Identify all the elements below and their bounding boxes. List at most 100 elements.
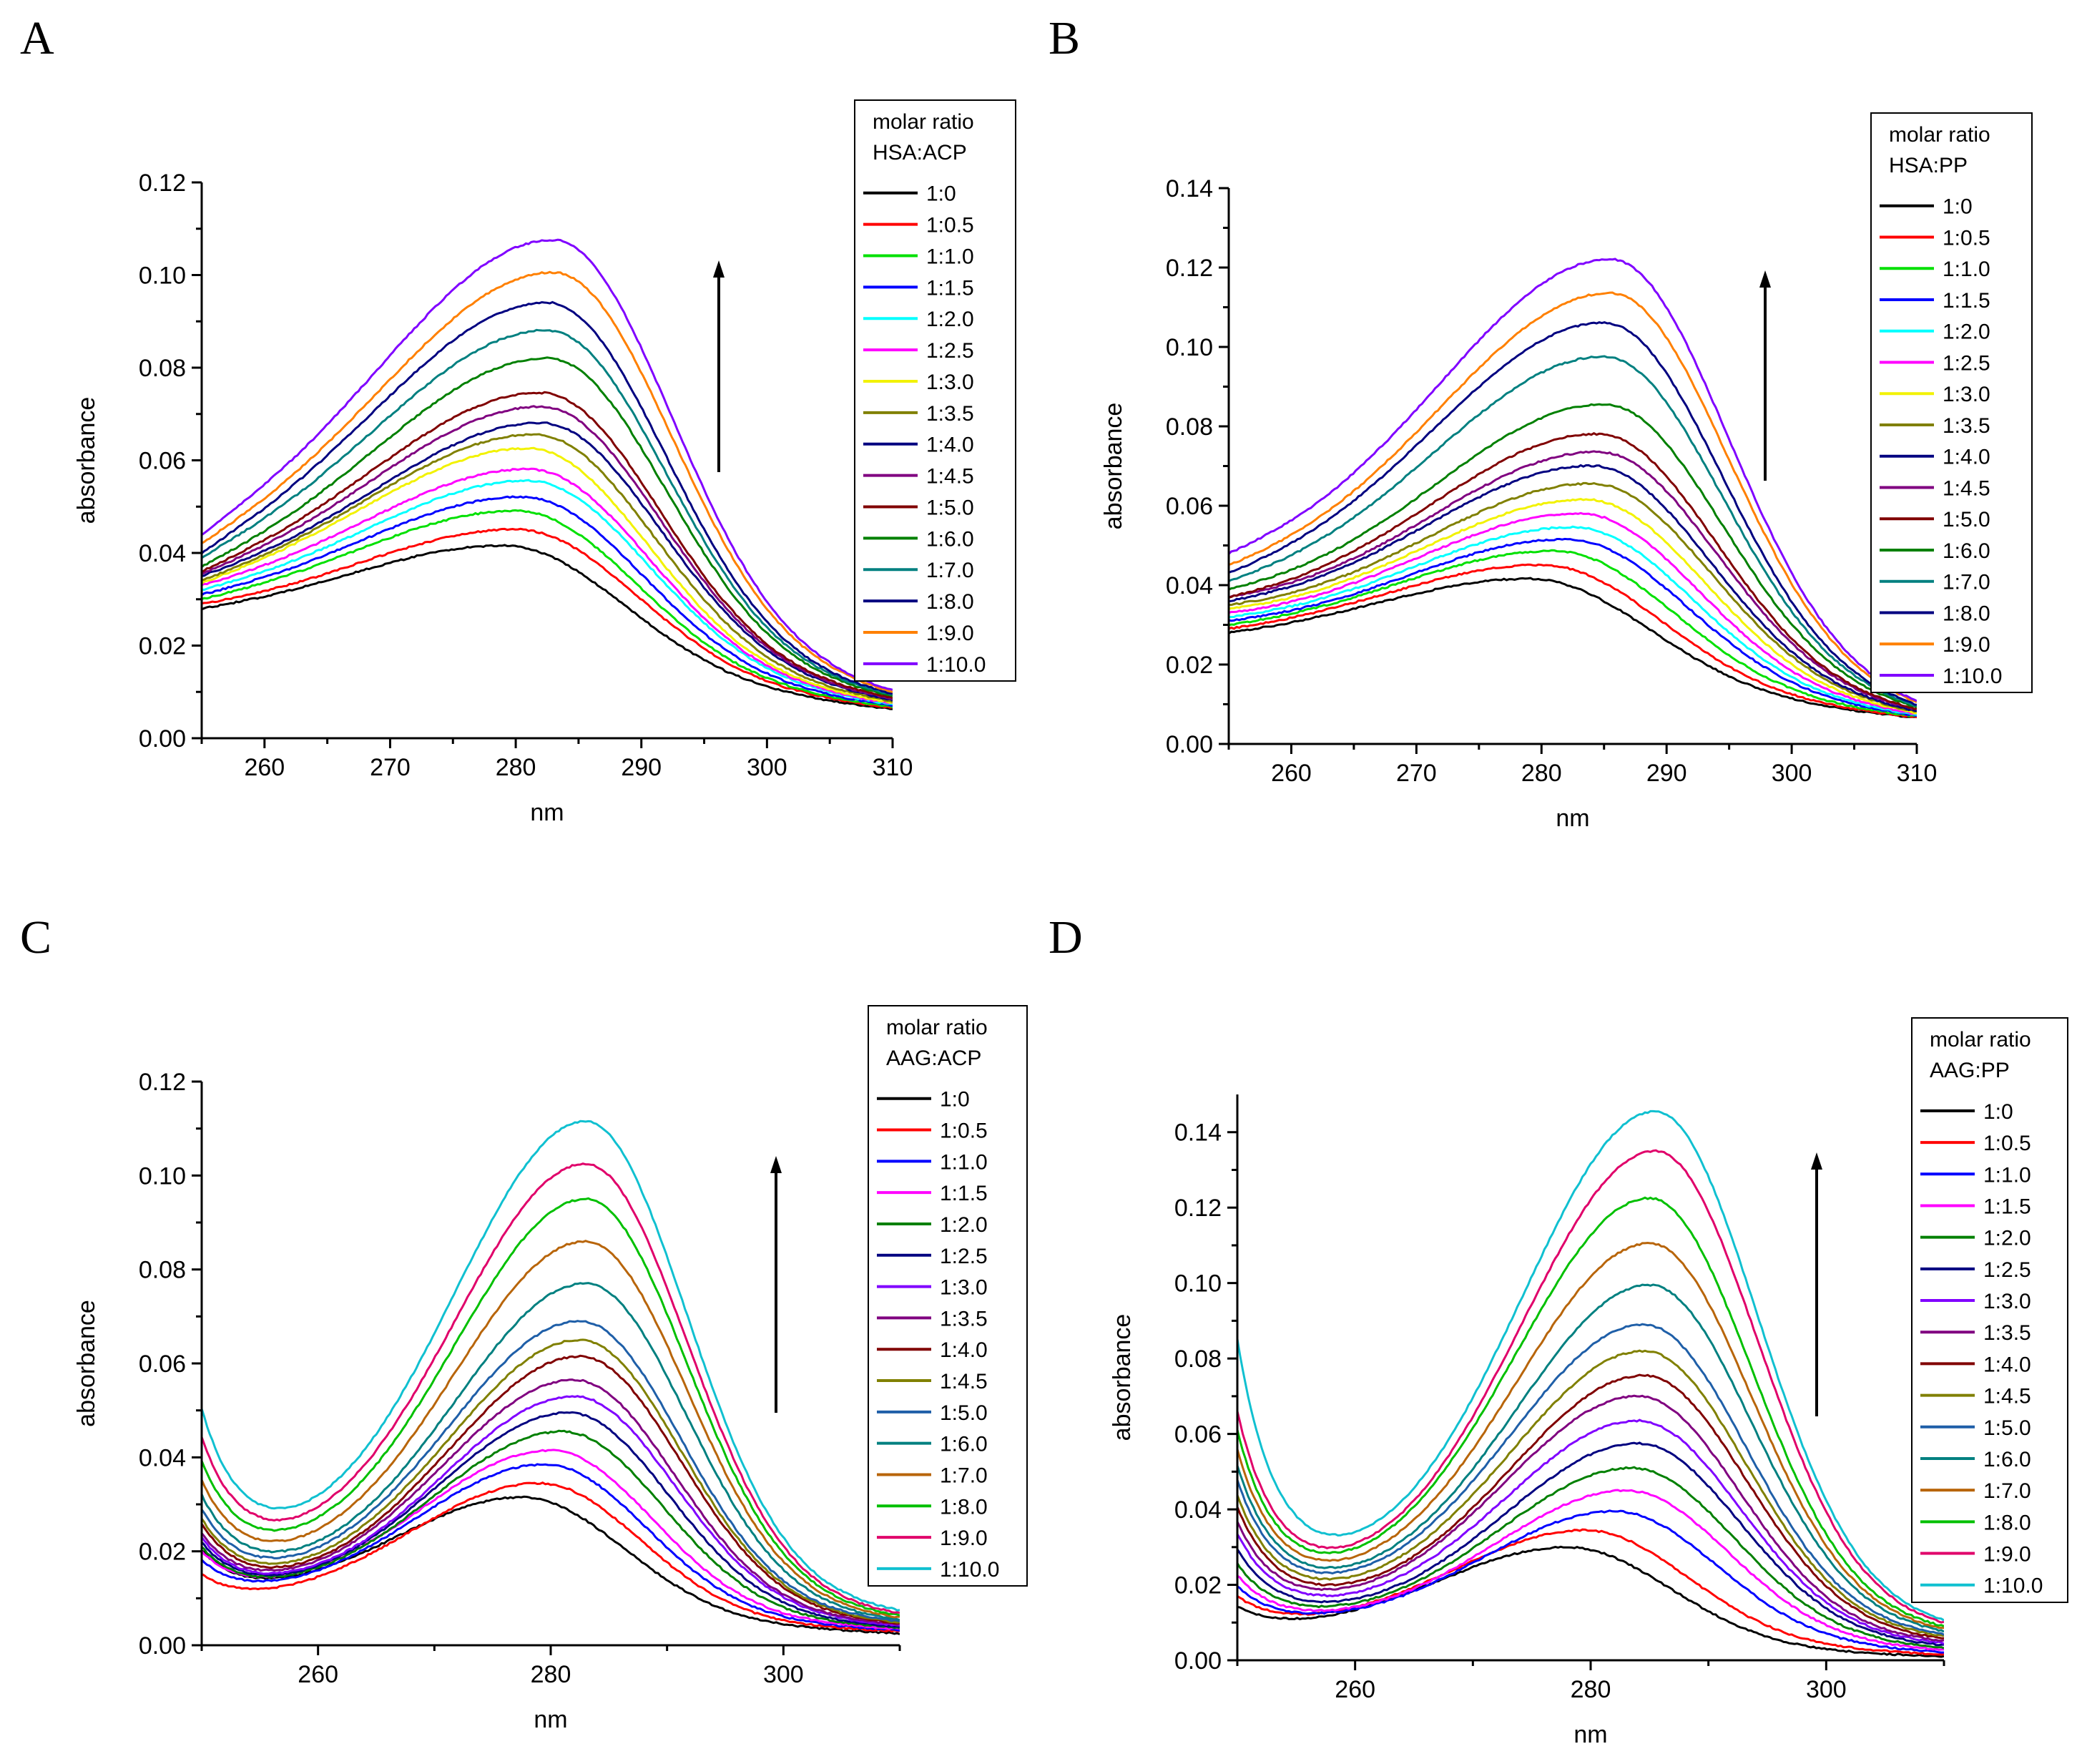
y-tick-label: 0.12 [139,1069,186,1096]
legend-label: 1:4.5 [1983,1385,2031,1408]
x-tick-label: 310 [1897,760,1938,787]
legend-frame [1911,1017,2068,1603]
legend-label: 1:2.0 [940,1213,988,1237]
y-axis-title: absorbance [1109,1314,1136,1441]
x-tick-label: 290 [1646,760,1687,787]
series-line [1229,464,1917,712]
series-group [1237,1109,1944,1658]
series-line [202,479,893,705]
legend-title: molar ratio [886,1016,988,1039]
y-tick-label: 0.10 [1166,334,1213,361]
y-tick-label: 0.12 [1166,255,1213,282]
y-tick-label: 0.04 [1174,1496,1222,1524]
chart-panel-c: C 0.00 0.02 0.04 0.06 0.08 0.10 0.12 260 280 300 nm… [20,911,1028,1733]
legend-subtitle: AAG:ACP [886,1047,981,1070]
legend-label: 1:7.0 [1983,1479,2031,1503]
series-line [202,1197,900,1617]
series-line [202,467,893,705]
legend-label: 1:2.5 [926,339,974,363]
series-line [1229,355,1917,707]
x-tick-label: 280 [496,754,536,781]
x-axis-title: nm [534,1706,567,1733]
series-line [1229,403,1917,708]
legend-frame [1870,112,2033,693]
series-group [202,1119,900,1635]
panel-letter: B [1049,12,1080,64]
series-line [1237,1149,1944,1624]
series-line [202,405,893,700]
legend-label: 1:1.0 [1983,1163,2031,1187]
legend-frame [868,1005,1028,1587]
series-group [202,238,893,710]
series-line [1237,1418,1944,1645]
series-line [202,1240,900,1619]
legend-label: 1:3.0 [926,371,974,394]
y-tick-label: 0.10 [1174,1270,1222,1298]
series-line [202,495,893,707]
y-tick-label: 0.04 [139,1444,186,1471]
legend-title: molar ratio [873,110,974,134]
legend-label: 1:10.0 [940,1558,999,1582]
x-tick-label: 280 [1521,760,1562,787]
legend-label: 1:0 [1983,1100,2013,1124]
legend-label: 1:3.5 [1943,414,1990,438]
series-line [202,391,893,700]
legend-label: 1:0.5 [1983,1132,2031,1155]
legend-label: 1:9.0 [1983,1543,2031,1567]
legend-label: 1:7.0 [926,559,974,582]
legend-label: 1:4.5 [926,465,974,489]
chart-panel-a: A 0.00 0.02 0.04 0.06 0.08 0.10 0.12 260 270 280 29… [20,12,1016,826]
panel-letter: A [20,12,54,64]
series-line [202,1463,900,1632]
y-tick-label: 0.06 [1174,1421,1222,1449]
series-line [1229,291,1917,703]
x-tick-label: 300 [747,754,787,781]
series-line [202,1320,900,1622]
legend: molar ratio HSA:ACP 1:0 1:0.5 1:1.0 1:1.5 1:2.… [854,99,1016,682]
series-line [202,300,893,695]
legend-label: 1:4.5 [940,1370,988,1393]
legend-label: 1:1.0 [926,245,974,268]
x-axis-title: nm [1573,1721,1607,1748]
legend-subtitle: HSA:ACP [873,141,967,165]
x-tick-label: 260 [244,754,285,781]
y-tick-label: 0.02 [1166,652,1213,679]
series-line [1237,1109,1944,1622]
legend-label: 1:2.5 [940,1245,988,1268]
legend-label: 1:4.5 [1943,476,1990,500]
increase-arrowhead [1811,1152,1822,1170]
legend-label: 1:9.0 [1943,633,1990,657]
y-tick-label: 0.04 [1166,572,1213,599]
legend-label: 1:2.0 [1983,1227,2031,1250]
y-tick-label: 0.14 [1174,1119,1222,1147]
series-line [1229,525,1917,716]
legend-label: 1:1.5 [1983,1195,2031,1218]
legend-label: 1:5.0 [926,496,974,519]
series-line [1237,1394,1944,1642]
legend: molar ratio HSA:PP 1:0 1:0.5 1:1.0 1:1.5 1:2.0… [1870,112,2033,693]
series-line [1237,1196,1944,1627]
series-line [1229,549,1917,717]
legend-subtitle: AAG:PP [1930,1059,2010,1082]
series-line [202,1354,900,1625]
panel-letter: D [1049,911,1083,964]
legend-label: 1:0.5 [926,214,974,237]
x-tick-label: 290 [621,754,662,781]
series-line [202,446,893,704]
y-tick-label: 0.02 [139,633,186,660]
x-tick-label: 270 [1396,760,1437,787]
legend-label: 1:0 [940,1088,970,1112]
y-tick-label: 0.10 [139,263,186,290]
y-tick-label: 0.06 [139,1351,186,1378]
legend-label: 1:8.0 [926,590,974,614]
series-line [1237,1283,1944,1633]
legend-label: 1:2.5 [1943,351,1990,375]
legend-label: 1:4.0 [1983,1353,2031,1376]
y-tick-label: 0.08 [1174,1346,1222,1373]
series-line [1229,537,1917,717]
series-line [202,1162,900,1614]
x-tick-label: 300 [763,1661,804,1688]
y-tick-label: 0.08 [1166,413,1213,441]
series-line [1229,511,1917,715]
